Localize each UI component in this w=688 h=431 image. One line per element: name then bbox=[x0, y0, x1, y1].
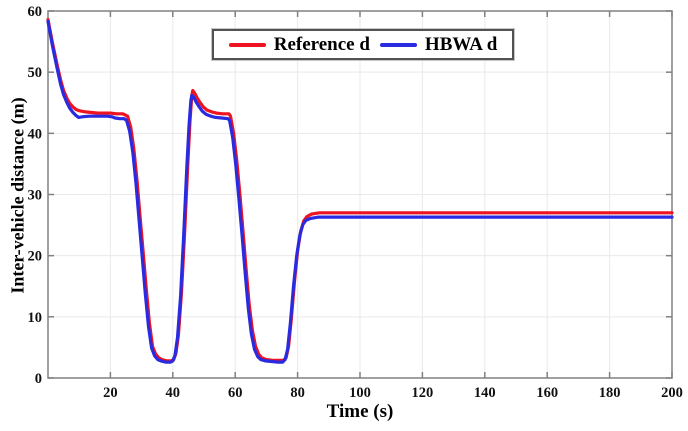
x-tick-label: 200 bbox=[661, 385, 683, 401]
legend-label-hbwa-d: HBWA d bbox=[424, 33, 498, 55]
x-tick-label: 80 bbox=[290, 385, 305, 401]
x-tick-label: 100 bbox=[349, 385, 371, 401]
x-tick-label: 20 bbox=[103, 385, 118, 401]
legend-line-sample-reference-d bbox=[228, 42, 266, 47]
legend-item-hbwa-d: HBWA d bbox=[379, 33, 498, 56]
y-tick-label: 50 bbox=[28, 65, 43, 81]
x-tick-label: 60 bbox=[228, 385, 243, 401]
y-tick-label: 30 bbox=[28, 188, 43, 204]
y-tick-label: 0 bbox=[35, 371, 42, 387]
y-tick-label: 20 bbox=[28, 249, 43, 265]
x-tick-label: 180 bbox=[599, 385, 621, 401]
y-tick-label: 10 bbox=[28, 310, 43, 326]
legend-line-sample-hbwa-d bbox=[379, 42, 417, 47]
series-line-hbwa-d bbox=[46, 19, 674, 364]
x-tick-label: 140 bbox=[474, 385, 496, 401]
legend-item-reference-d: Reference d bbox=[228, 33, 370, 56]
x-tick-label: 120 bbox=[412, 385, 434, 401]
y-tick-label: 60 bbox=[28, 4, 43, 20]
legend: Reference d HBWA d bbox=[212, 29, 514, 60]
legend-label-reference-d: Reference d bbox=[273, 33, 370, 55]
y-tick-label: 40 bbox=[28, 126, 43, 142]
x-axis-label: Time (s) bbox=[326, 401, 394, 422]
x-tick-label: 40 bbox=[166, 385, 181, 401]
x-tick-label: 160 bbox=[536, 385, 558, 401]
y-axis-label: Inter-vehicle distance (m) bbox=[7, 97, 28, 294]
